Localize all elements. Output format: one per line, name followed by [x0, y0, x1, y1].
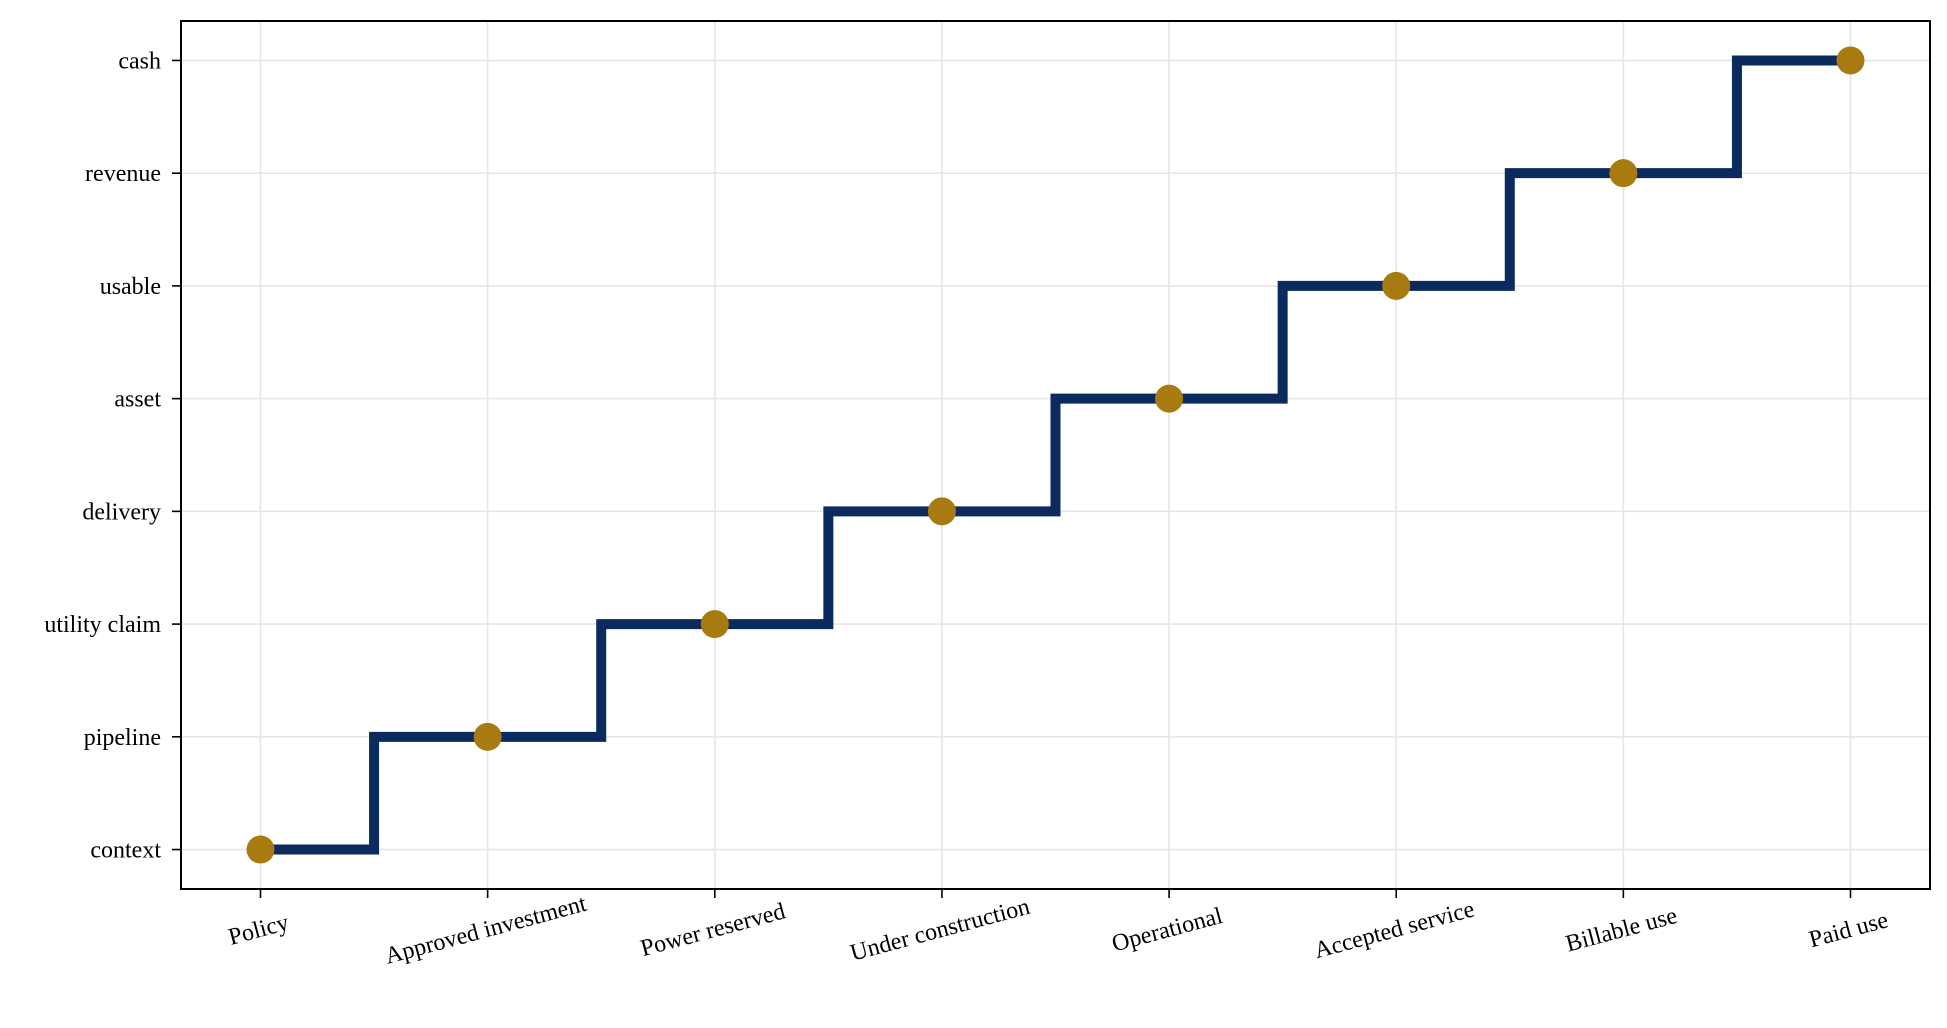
- y-tick-label-pipeline: pipeline: [84, 725, 161, 751]
- x-tick-label-under-construction: Under construction: [848, 894, 1033, 967]
- axis-ticks: [172, 59, 1852, 898]
- data-point-paid-use: [1836, 46, 1865, 75]
- y-tick-label-context: context: [90, 838, 161, 864]
- y-tick-label-delivery: delivery: [82, 499, 161, 525]
- data-point-policy: [246, 835, 275, 864]
- x-tick-label-policy: Policy: [226, 910, 292, 951]
- data-point-operational: [1155, 384, 1184, 413]
- y-tick-label-cash: cash: [118, 48, 161, 74]
- step-line-series-0: [260, 55, 1851, 855]
- data-point-under-construction: [927, 497, 956, 526]
- plot-frame: [180, 20, 1931, 890]
- x-tick-label-operational: Operational: [1109, 903, 1225, 958]
- y-tick-label-usable: usable: [100, 274, 161, 300]
- data-point-approved-investment: [473, 722, 502, 751]
- x-tick-label-approved-investment: Approved investment: [382, 891, 589, 970]
- y-tick-labels: context pipeline utility claim delivery asse…: [44, 48, 161, 863]
- x-tick-labels: Policy Approved investment Power reserved U…: [226, 891, 1891, 970]
- y-tick-label-revenue: revenue: [85, 161, 161, 187]
- x-tick-label-power-reserved: Power reserved: [638, 898, 788, 962]
- series-step-line: [260, 55, 1851, 855]
- series-markers: [246, 46, 1865, 864]
- x-tick-label-billable-use: Billable use: [1563, 903, 1680, 958]
- y-tick-label-asset: asset: [114, 387, 161, 413]
- x-tick-label-paid-use: Paid use: [1806, 907, 1891, 953]
- data-point-accepted-service: [1382, 271, 1411, 300]
- data-point-power-reserved: [700, 610, 729, 639]
- x-tick-label-accepted-service: Accepted service: [1312, 896, 1478, 964]
- y-tick-label-utility-claim: utility claim: [44, 612, 161, 638]
- data-point-billable-use: [1609, 159, 1638, 188]
